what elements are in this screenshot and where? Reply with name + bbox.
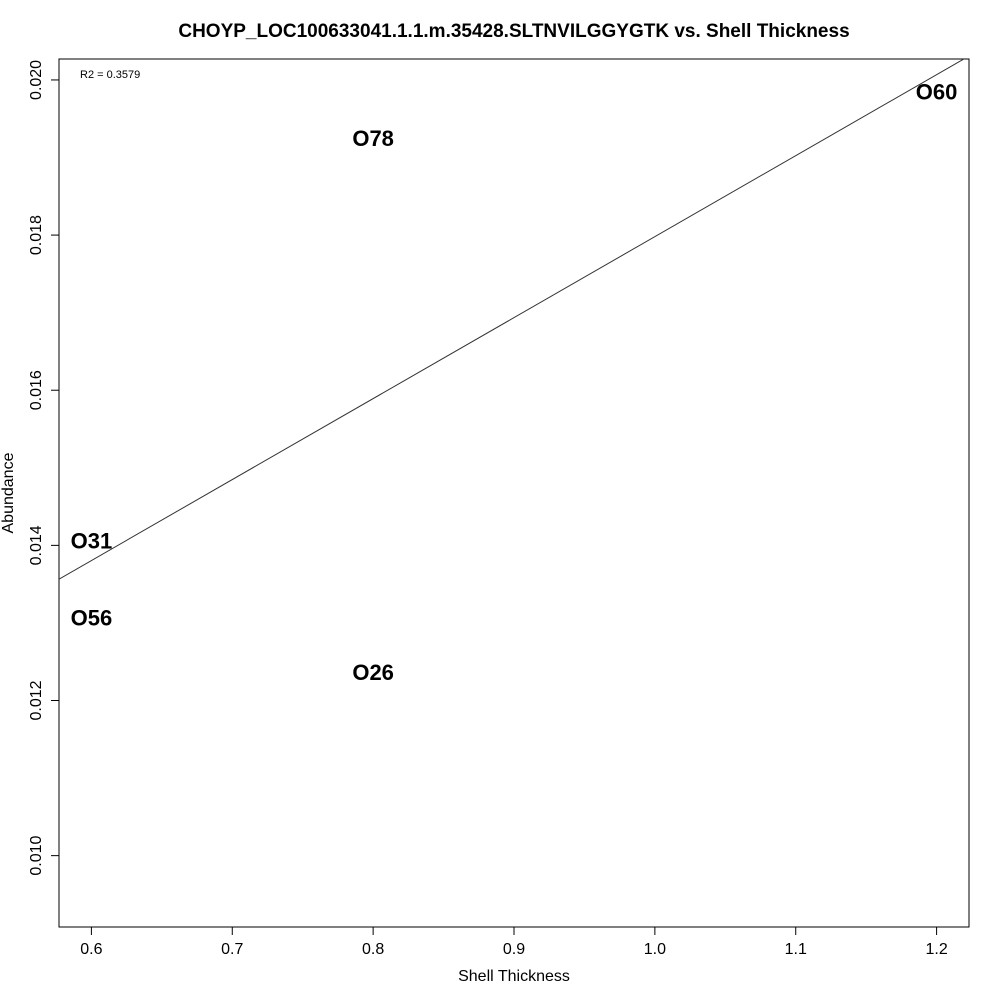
y-tick-label-5: 0.020 (28, 60, 45, 100)
plot-area: 0.6 0.7 0.8 0.9 1.0 1.1 1.2 0.010 0.012 0.014 0.01… (28, 58, 970, 958)
plot-frame (58, 58, 970, 928)
x-tick-label-4: 1.0 (644, 941, 666, 958)
point-label-o26: O26 (352, 660, 394, 685)
x-tick-label-1: 0.7 (221, 941, 243, 958)
x-tick-label-0: 0.6 (80, 941, 102, 958)
x-tick-label-2: 0.8 (362, 941, 384, 958)
x-axis-label: Shell Thickness (458, 968, 570, 985)
y-axis-label: Abundance (0, 452, 17, 533)
point-label-o60: O60 (916, 80, 958, 105)
y-tick-label-2: 0.014 (28, 525, 45, 565)
point-label-o31: O31 (71, 529, 113, 554)
x-tick-label-6: 1.2 (925, 941, 947, 958)
y-tick-label-1: 0.012 (28, 680, 45, 720)
r2-annotation: R2 = 0.3579 (80, 69, 140, 81)
y-tick-label-4: 0.018 (28, 215, 45, 255)
point-label-o56: O56 (71, 605, 113, 630)
point-label-o78: O78 (352, 126, 394, 151)
chart-title: CHOYP_LOC100633041.1.1.m.35428.SLTNVILGG… (178, 21, 849, 42)
regression-line (59, 59, 965, 580)
y-tick-label-3: 0.016 (28, 370, 45, 410)
x-tick-label-5: 1.1 (785, 941, 807, 958)
x-tick-label-3: 0.9 (503, 941, 525, 958)
y-tick-label-0: 0.010 (28, 836, 45, 876)
